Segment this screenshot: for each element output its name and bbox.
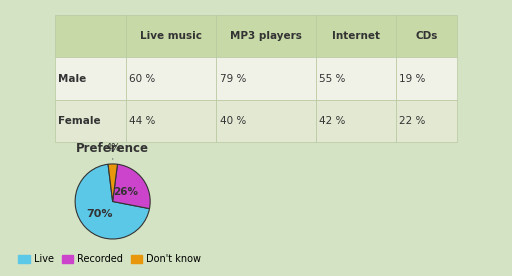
Legend: Live, Recorded, Don't know: Live, Recorded, Don't know bbox=[14, 251, 205, 268]
Wedge shape bbox=[113, 164, 150, 209]
Title: Preference: Preference bbox=[76, 142, 149, 155]
Text: 4%: 4% bbox=[105, 143, 120, 153]
Wedge shape bbox=[108, 164, 117, 201]
Text: 26%: 26% bbox=[113, 187, 138, 197]
Text: 70%: 70% bbox=[86, 209, 113, 219]
Wedge shape bbox=[75, 164, 150, 239]
